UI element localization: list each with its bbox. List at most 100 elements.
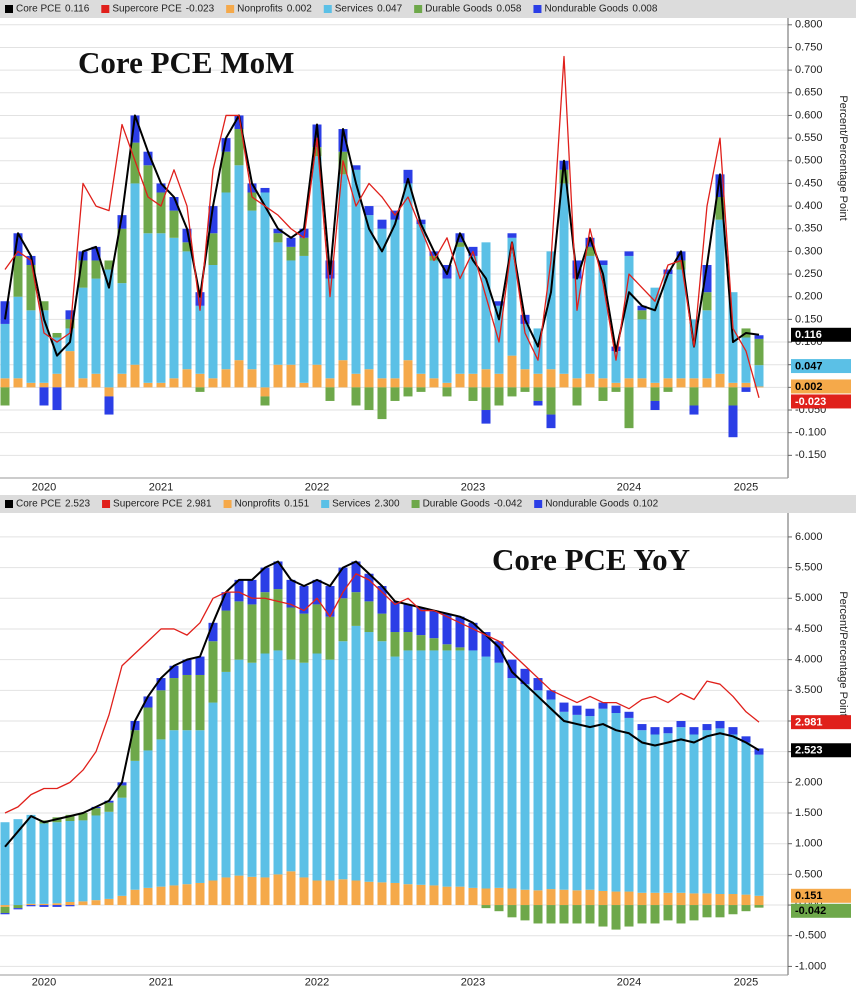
value-badge <box>791 715 851 730</box>
bar <box>637 892 647 906</box>
bar <box>156 183 166 193</box>
bar <box>312 653 322 881</box>
bar <box>416 224 426 374</box>
bar <box>299 613 309 663</box>
bar <box>78 260 88 288</box>
legend-swatch <box>101 5 110 13</box>
bar <box>247 876 257 906</box>
bar <box>546 889 556 906</box>
bar <box>585 373 595 388</box>
bar <box>403 360 413 388</box>
bar <box>247 183 257 193</box>
bar <box>637 724 647 731</box>
bar <box>286 871 296 906</box>
bar <box>52 905 62 907</box>
bar <box>65 901 75 906</box>
bar <box>39 382 49 388</box>
legend-swatch <box>533 5 542 13</box>
legend-value: 2.300 <box>375 499 400 510</box>
bar <box>195 387 205 392</box>
legend-label: Supercore PCE <box>112 4 182 15</box>
bar <box>247 369 257 388</box>
bar <box>130 183 140 365</box>
bar <box>182 251 192 370</box>
y-tick-label: 0.450 <box>795 177 823 189</box>
bar <box>377 387 387 420</box>
bar <box>169 210 179 238</box>
y-tick-label: 0.200 <box>795 291 823 303</box>
bar <box>520 905 530 921</box>
bar <box>221 192 231 370</box>
bar <box>494 373 504 388</box>
bar <box>598 264 608 379</box>
bar <box>702 893 712 906</box>
bar <box>221 877 231 906</box>
bar <box>676 727 686 893</box>
bar <box>208 378 218 388</box>
bar <box>390 656 400 883</box>
bar <box>754 365 764 387</box>
bar <box>234 360 244 388</box>
bar <box>377 586 387 614</box>
legend-swatch <box>414 5 423 13</box>
bar <box>754 386 764 388</box>
bar <box>611 891 621 906</box>
bar <box>65 319 75 329</box>
legend-value: 0.058 <box>496 4 521 15</box>
legend-swatch <box>323 5 332 13</box>
bar <box>585 716 595 890</box>
bar <box>91 260 101 279</box>
legend-background <box>0 495 856 513</box>
bar <box>429 378 439 388</box>
bar <box>351 373 361 388</box>
bar <box>156 233 166 383</box>
bar <box>273 228 283 234</box>
bar <box>533 387 543 401</box>
bar <box>702 724 712 731</box>
bar <box>637 319 647 379</box>
bar <box>351 165 361 170</box>
bar <box>221 610 231 672</box>
bar <box>689 405 699 415</box>
bar <box>351 561 361 593</box>
bar <box>728 727 738 735</box>
bar <box>13 378 23 388</box>
bar <box>195 656 205 675</box>
y-tick-label: 0.650 <box>795 87 823 99</box>
bar <box>533 905 543 924</box>
bar <box>286 246 296 261</box>
value-badge-label: 0.116 <box>795 329 822 341</box>
bar <box>39 387 49 406</box>
legend-label: Nonprofits <box>237 4 283 15</box>
bar <box>559 169 569 184</box>
bar <box>52 387 62 411</box>
bar <box>715 197 725 220</box>
bar <box>546 905 556 924</box>
bar <box>0 905 10 907</box>
chart-panel: -0.150-0.100-0.0500.0000.0500.1000.1500.… <box>0 0 856 495</box>
bar <box>377 219 387 229</box>
bar <box>403 632 413 651</box>
bar <box>26 905 36 907</box>
bar <box>741 387 751 392</box>
bar <box>533 890 543 906</box>
bar <box>351 592 361 626</box>
bar <box>546 369 556 388</box>
y-tick-label: 0.350 <box>795 223 823 235</box>
bar <box>325 387 335 401</box>
bar <box>702 730 712 894</box>
bar <box>572 890 582 906</box>
bar <box>520 889 530 906</box>
bar <box>754 335 764 339</box>
bar <box>689 734 699 894</box>
bar <box>221 138 231 152</box>
bar <box>286 659 296 872</box>
bar <box>442 613 452 645</box>
bar <box>507 237 517 356</box>
bar <box>39 905 49 907</box>
bar <box>728 382 738 388</box>
bar <box>559 711 569 890</box>
bar <box>338 360 348 388</box>
bar <box>65 905 75 907</box>
legend-swatch <box>102 500 111 508</box>
